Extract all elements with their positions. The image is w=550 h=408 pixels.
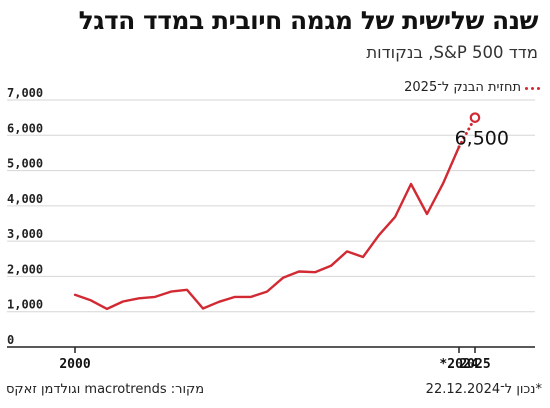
chart-subtitle: מדד S&P 500, בנקודות bbox=[366, 43, 538, 62]
forecast-line bbox=[457, 116, 477, 149]
y-axis-ticks: 0 1,000 2,000 3,000 4,000 5,000 6,000 7,000 bbox=[7, 86, 43, 347]
y-tick-label: 2,000 bbox=[7, 262, 43, 276]
annotations: 6,500 bbox=[455, 112, 509, 150]
x-tick-label: 2000 bbox=[59, 357, 90, 372]
y-tick-label: 1,000 bbox=[7, 298, 43, 312]
series-lines bbox=[73, 116, 477, 311]
chart-title: שנה שלישית של מגמה חיובית במדד הדגל bbox=[78, 6, 539, 35]
legend-label: תחזית הבנק ל־2025 bbox=[404, 80, 521, 95]
legend-dotted-line-icon bbox=[525, 86, 540, 90]
source-credit: מקור: macrotrends וגולדמן זאקס bbox=[6, 382, 205, 397]
grid-lines bbox=[7, 99, 535, 313]
y-tick-label: 7,000 bbox=[7, 86, 43, 100]
x-tick-label: 2025 bbox=[459, 357, 490, 372]
y-tick-label: 5,000 bbox=[7, 157, 43, 171]
y-tick-label: 6,000 bbox=[7, 121, 43, 135]
forecast-value-label: 6,500 bbox=[455, 128, 509, 150]
index-line bbox=[73, 145, 461, 311]
x-tick-label: *2024 bbox=[439, 357, 478, 372]
y-tick-label: 3,000 bbox=[7, 227, 43, 241]
y-tick-label: 0 bbox=[7, 333, 14, 347]
forecast-point bbox=[469, 112, 481, 123]
footnote: *נכון ל־22.12.2024 bbox=[425, 382, 542, 397]
y-tick-label: 4,000 bbox=[7, 192, 43, 206]
footer: *נכון ל־22.12.2024 מקור: macrotrends וגו… bbox=[0, 380, 550, 404]
legend: תחזית הבנק ל־2025 bbox=[404, 80, 540, 96]
